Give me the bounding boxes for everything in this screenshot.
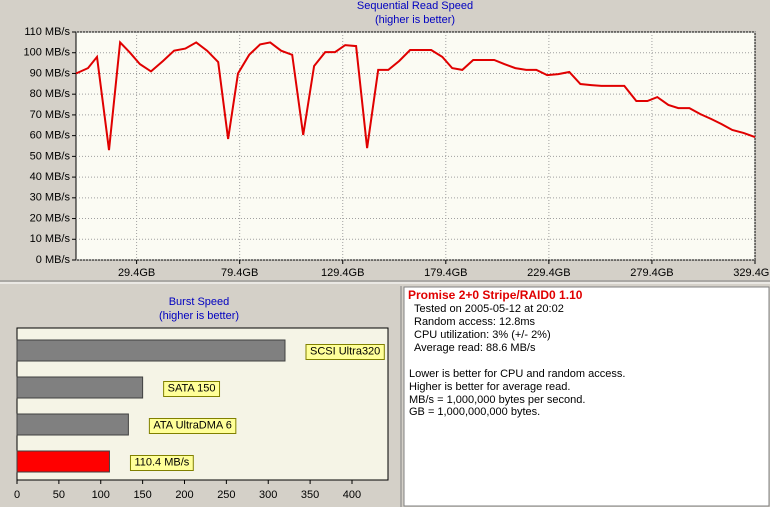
- info-note: MB/s = 1,000,000 bytes per second.: [409, 394, 585, 406]
- x-tick-label: 79.4GB: [221, 267, 258, 279]
- y-tick-label: 70 MB/s: [30, 109, 71, 121]
- label-box: [148, 418, 237, 434]
- chart-title: Burst Speed: [169, 296, 230, 308]
- bar-label: ATA UltraDMA 6: [148, 418, 237, 434]
- y-tick-label: 80 MB/s: [30, 88, 71, 100]
- y-tick-label: 110 MB/s: [24, 26, 70, 38]
- info-detail: Tested on 2005-05-12 at 20:02: [414, 303, 564, 315]
- x-tick-label: 179.4GB: [424, 267, 467, 279]
- bar-label-text: SCSI Ultra320: [310, 345, 380, 357]
- bar-label-text: SATA 150: [168, 382, 216, 394]
- y-tick-label: 60 MB/s: [30, 130, 71, 142]
- bar: [16, 450, 110, 473]
- info-panel: [403, 286, 770, 507]
- info-text: Promise 2+0 Stripe/RAID0 1.10 Tested on …: [408, 288, 625, 418]
- bar: [16, 376, 144, 399]
- y-tick-label: 30 MB/s: [30, 192, 71, 204]
- info-note: GB = 1,000,000,000 bytes.: [409, 406, 540, 418]
- y-tick-label: 100 MB/s: [24, 47, 71, 59]
- info-detail: CPU utilization: 3% (+/- 2%): [414, 329, 551, 341]
- label-box: [163, 381, 221, 397]
- x-tick-label: 400: [343, 489, 361, 501]
- info-detail: Average read: 88.6 MB/s: [414, 342, 536, 354]
- x-tick-label: 50: [53, 489, 65, 501]
- bar-label: 110.4 MB/s: [129, 455, 194, 471]
- bar: [16, 413, 129, 436]
- info-note: Higher is better for average read.: [409, 381, 570, 393]
- x-tick-label: 279.4GB: [630, 267, 673, 279]
- x-tick-label: 250: [217, 489, 235, 501]
- plot-area: [75, 31, 756, 261]
- x-tick-label: 0: [14, 489, 20, 501]
- chart-title: Sequential Read Speed: [357, 0, 473, 12]
- x-tick-label: 100: [92, 489, 110, 501]
- label-box: [129, 455, 194, 471]
- label-box: [305, 344, 385, 360]
- x-tick-label: 229.4GB: [527, 267, 570, 279]
- info-detail: Random access: 12.8ms: [414, 316, 536, 328]
- y-tick-label: 20 MB/s: [30, 212, 71, 224]
- y-tick-label: 0 MB/s: [36, 254, 71, 266]
- chart-subtitle: (higher is better): [375, 14, 455, 26]
- y-tick-label: 10 MB/s: [30, 233, 71, 245]
- x-tick-label: 300: [259, 489, 277, 501]
- info-title: Promise 2+0 Stripe/RAID0 1.10: [408, 288, 583, 302]
- bar-label-text: ATA UltraDMA 6: [153, 419, 231, 431]
- x-tick-label: 150: [133, 489, 151, 501]
- y-tick-label: 90 MB/s: [30, 67, 71, 79]
- x-tick-label: 329.4GB: [733, 267, 770, 279]
- chart-subtitle: (higher is better): [159, 310, 239, 322]
- x-tick-label: 129.4GB: [321, 267, 364, 279]
- bar: [16, 339, 286, 362]
- data-line: [75, 40, 756, 151]
- y-tick-label: 50 MB/s: [30, 150, 71, 162]
- bar-label: SATA 150: [163, 381, 221, 397]
- x-tick-label: 350: [301, 489, 319, 501]
- info-note: Lower is better for CPU and random acces…: [409, 368, 625, 380]
- bar-label-text: 110.4 MB/s: [134, 456, 189, 468]
- x-tick-label: 29.4GB: [118, 267, 155, 279]
- y-tick-label: 40 MB/s: [30, 171, 71, 183]
- bar-label: SCSI Ultra320: [305, 344, 385, 360]
- x-tick-label: 200: [175, 489, 193, 501]
